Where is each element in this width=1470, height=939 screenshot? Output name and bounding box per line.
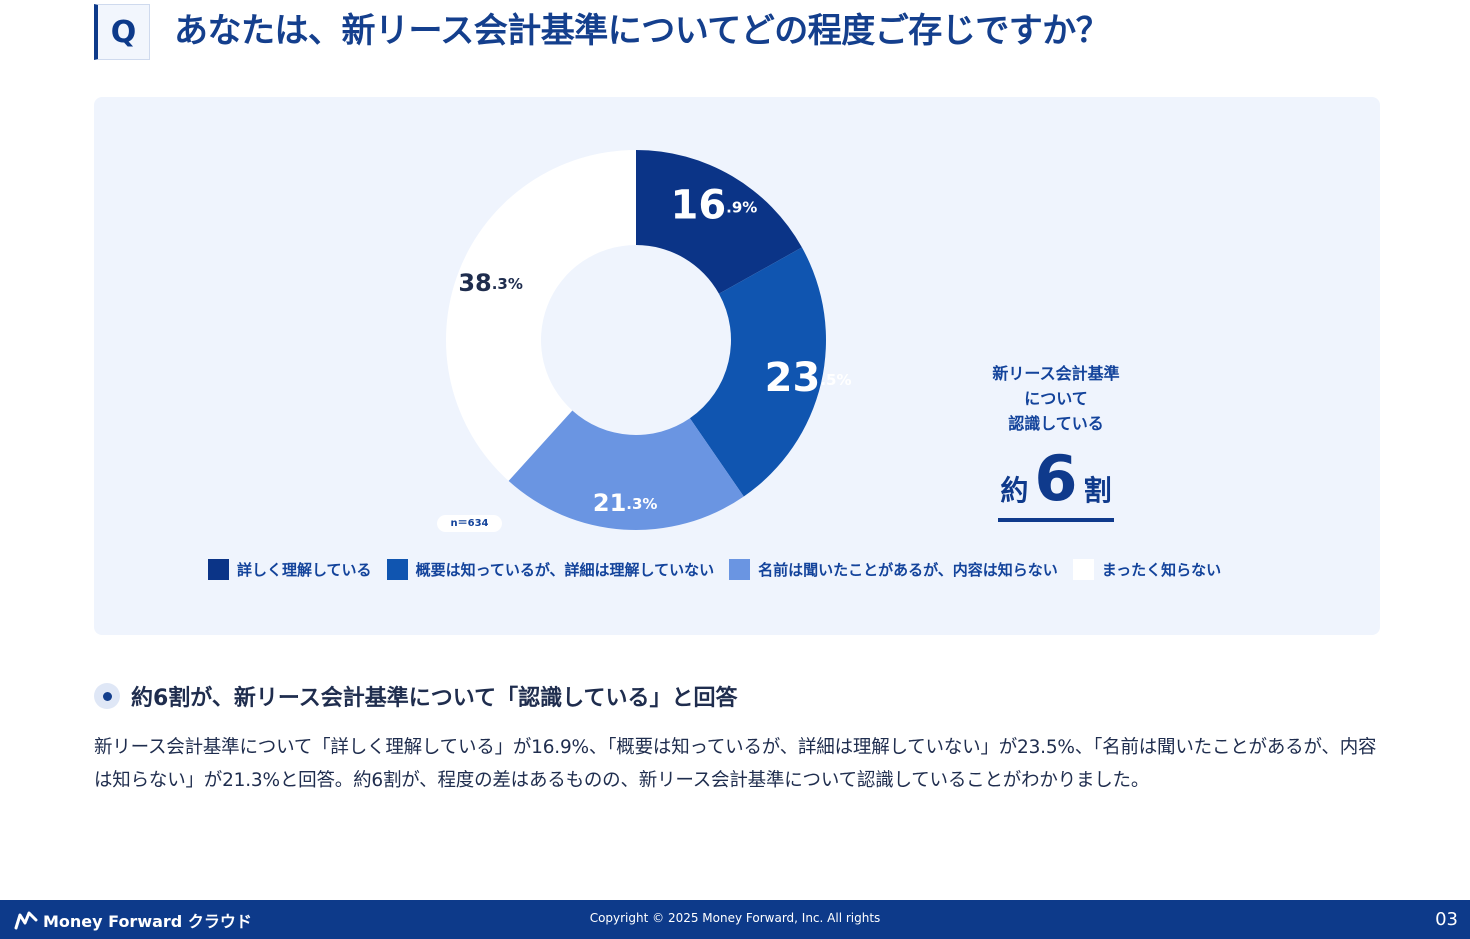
callout-line-3: 認識している: [1008, 414, 1104, 433]
callout-number: 6: [1034, 442, 1078, 515]
legend-label-overview: 概要は知っているが、詳細は理解していない: [415, 561, 715, 579]
label-detailed: 16.9%: [671, 182, 758, 228]
money-forward-icon: [14, 911, 38, 930]
chart-panel: 16.9% 23.5% 21.3% 38.3% 新リース会計基準 について 認識してい…: [94, 97, 1380, 635]
brand-logo: Money Forward クラウド: [14, 908, 252, 932]
finding-title: 約6割が、新リース会計基準について「認識している」と回答: [131, 686, 738, 711]
callout-line-2: について: [1024, 389, 1088, 408]
slice-unaware: [445, 150, 636, 481]
legend-item-detailed: 詳しく理解している: [208, 559, 372, 580]
label-overview: 23.5%: [765, 355, 852, 401]
chart-legend: 詳しく理解している 概要は知っているが、詳細は理解していない 名前は聞いたことが…: [208, 559, 1236, 580]
legend-label-unaware: まったく知らない: [1101, 561, 1222, 579]
legend-swatch-detailed: [208, 559, 229, 580]
sample-size-badge: n＝634: [437, 515, 502, 532]
legend-swatch-name-only: [729, 559, 751, 580]
finding-heading: 約6割が、新リース会計基準について「認識している」と回答: [94, 680, 737, 712]
brand-name: Money Forward クラウド: [43, 912, 252, 931]
legend-item-name-only: 名前は聞いたことがあるが、内容は知らない: [729, 559, 1058, 580]
label-name-only: 21.3%: [593, 489, 658, 517]
legend-item-unaware: まったく知らない: [1072, 559, 1222, 580]
legend-label-detailed: 詳しく理解している: [237, 561, 372, 579]
callout-line-1: 新リース会計基準: [992, 364, 1120, 383]
page-number: 03: [1435, 909, 1458, 930]
legend-swatch-overview: [386, 559, 408, 580]
legend-label-name-only: 名前は聞いたことがあるが、内容は知らない: [758, 561, 1058, 579]
bullet-dot-icon: [94, 683, 120, 709]
question-title: あなたは、新リース会計基準についてどの程度ご存じですか？: [174, 11, 1110, 51]
question-badge: Q: [94, 4, 150, 60]
callout-suffix: 割: [1083, 474, 1112, 507]
footer: Money Forward クラウド Copyright © 2025 Mone…: [0, 900, 1470, 939]
slice-name-only: [508, 410, 744, 530]
legend-swatch-unaware: [1072, 559, 1094, 580]
slice-detailed: [636, 150, 802, 294]
legend-item-overview: 概要は知っているが、詳細は理解していない: [386, 559, 715, 580]
copyright-text: Copyright © 2025 Money Forward, Inc. All…: [589, 911, 881, 925]
finding-body: 新リース会計基準について「詳しく理解している」が16.9%、「概要は知っているが…: [94, 737, 1377, 791]
label-unaware: 38.3%: [458, 269, 523, 297]
donut-chart: 16.9% 23.5% 21.3% 38.3%: [445, 150, 852, 530]
callout-highlight: 約6 割: [998, 440, 1114, 522]
slice-overview: [689, 247, 827, 497]
callout: 新リース会計基準 について 認識している 約6 割: [956, 361, 1156, 522]
callout-prefix: 約: [1000, 474, 1029, 507]
